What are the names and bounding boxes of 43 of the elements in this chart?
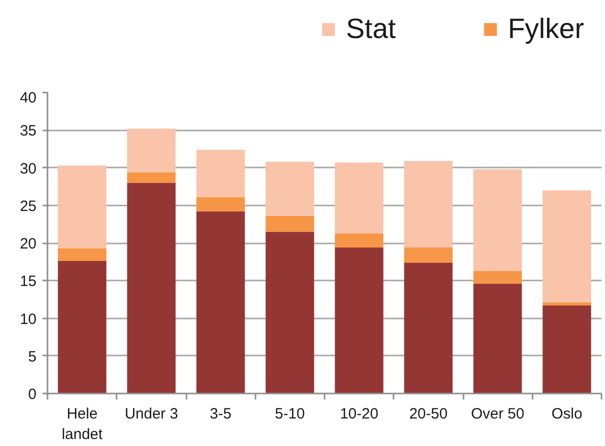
bar	[404, 248, 453, 263]
y-tick-label: 15	[20, 273, 37, 290]
bar	[334, 162, 384, 234]
bar	[196, 211, 245, 394]
bar	[473, 284, 522, 394]
y-tick-label: 20	[20, 236, 37, 252]
bar	[334, 248, 384, 394]
bar	[404, 262, 453, 394]
y-tick-label: 0	[28, 386, 36, 403]
bar	[58, 165, 106, 248]
bar	[542, 302, 592, 306]
y-tick-label: 35	[20, 122, 37, 140]
legend-label: Stat	[346, 13, 396, 45]
x-tick-label: 10-20	[340, 406, 378, 422]
y-tick-label: 30	[20, 160, 37, 178]
bar	[196, 150, 245, 198]
bar	[542, 305, 592, 394]
y-tick-label: 10	[20, 310, 37, 328]
x-tick-label: Oslo	[551, 406, 582, 422]
y-tick-label: 40	[20, 90, 37, 106]
bar	[127, 128, 176, 172]
bar	[334, 233, 384, 248]
y-tick-label: 25	[20, 198, 37, 215]
bar	[542, 190, 592, 302]
bar	[58, 248, 106, 262]
bar	[58, 261, 106, 394]
bar	[404, 160, 453, 248]
x-tick-label: Hele landet	[62, 406, 104, 443]
bar	[127, 182, 176, 394]
bar	[473, 270, 522, 284]
legend-label: Fylker	[508, 13, 584, 45]
x-tick-label: 20-50	[409, 406, 448, 422]
x-tick-label: 3-5	[210, 406, 232, 422]
bar	[266, 216, 314, 232]
x-tick-label: Over 50	[470, 406, 524, 422]
x-tick-label: 5-10	[274, 406, 305, 422]
bar	[473, 169, 522, 271]
x-tick-label: Under 3	[124, 406, 178, 422]
bar	[196, 197, 245, 212]
bar	[127, 172, 176, 183]
bar	[266, 232, 314, 394]
bar	[266, 162, 314, 216]
y-tick-label: 5	[28, 348, 36, 366]
